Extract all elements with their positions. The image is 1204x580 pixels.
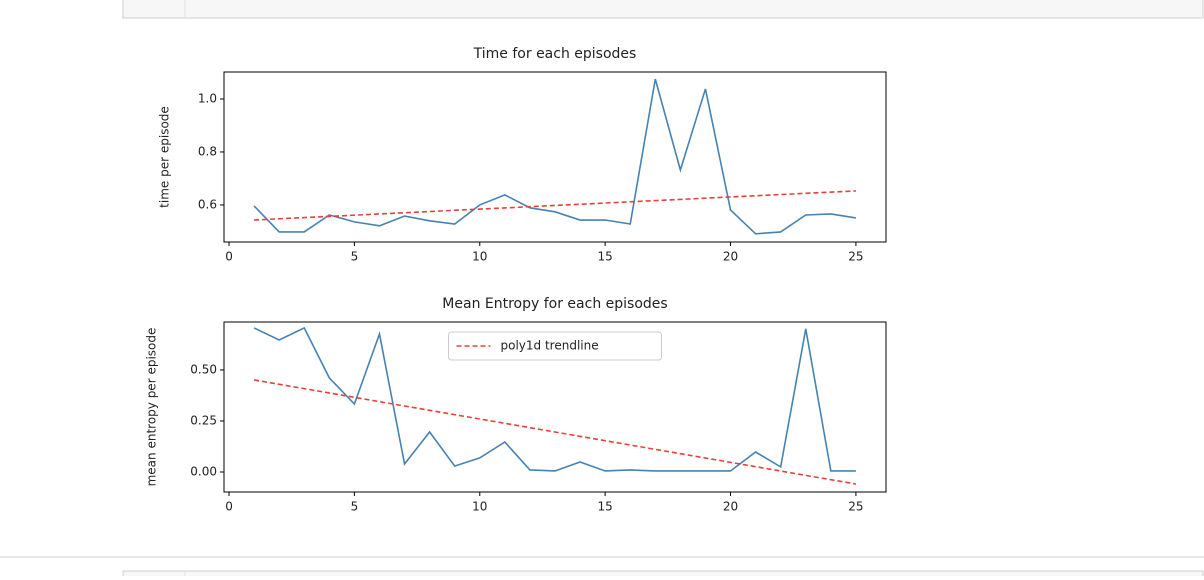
y-tick-label: 0.50: [190, 362, 217, 376]
x-tick-label: 5: [351, 500, 359, 514]
legend-label: poly1d trendline: [501, 339, 599, 353]
x-tick-label: 20: [723, 500, 738, 514]
y-tick-label: 0.8: [198, 144, 217, 158]
x-tick-label: 15: [598, 500, 613, 514]
chart-title: Mean Entropy for each episodes: [442, 296, 667, 312]
legend: poly1d trendline: [448, 331, 662, 361]
series-line: [253, 379, 857, 485]
x-tick-label: 0: [225, 500, 233, 514]
x-tick-label: 10: [472, 250, 487, 264]
code-cell[interactable]: [122, 570, 1204, 580]
x-tick-label: 10: [472, 500, 487, 514]
y-tick-label: 0.25: [190, 413, 217, 427]
code-cell[interactable]: [122, 0, 1204, 19]
x-tick-label: 25: [848, 250, 863, 264]
plot-frame: [223, 71, 887, 243]
y-axis-label: time per episode: [158, 106, 172, 208]
series-line: [253, 326, 856, 472]
x-tick-label: 15: [598, 250, 613, 264]
y-tick-label: 0.00: [190, 465, 217, 479]
chart-title: Time for each episodes: [473, 46, 637, 62]
charts: Time for each episodes time per episode 0 5…: [145, 46, 887, 514]
y-axis-label: mean entropy per episode: [145, 328, 159, 487]
x-tick-label: 0: [225, 250, 233, 264]
x-tick-label: 25: [848, 500, 863, 514]
x-tick-label: 20: [723, 250, 738, 264]
series-line: [254, 190, 856, 221]
plot-frame: [223, 321, 887, 493]
legend-box: [448, 331, 662, 361]
series-line: [253, 78, 857, 235]
y-tick-label: 0.6: [198, 197, 217, 211]
x-tick-label: 5: [351, 250, 359, 264]
y-tick-label: 1.0: [198, 92, 217, 106]
